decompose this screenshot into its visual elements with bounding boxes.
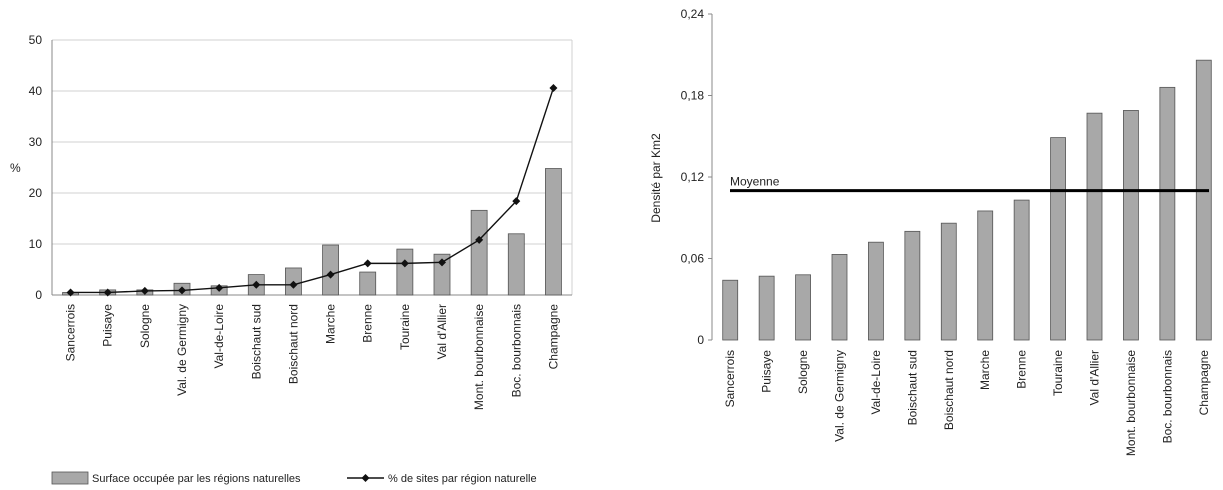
x-tick-label: Boischaut nord [942, 350, 956, 430]
y-tick-label: 20 [29, 186, 43, 200]
x-tick-label: Brenne [1015, 350, 1029, 389]
x-tick-label: Touraine [1051, 350, 1065, 396]
x-tick-label: Boc. bourbonnais [1160, 350, 1174, 443]
x-tick-label: Champagne [1197, 350, 1211, 416]
mean-reference-label: Moyenne [730, 175, 780, 189]
series-line [70, 87, 555, 294]
x-tick-label: Champagne [546, 304, 560, 370]
x-tick-label: Val. de Germigny [833, 350, 847, 442]
line-point [400, 259, 409, 268]
line-point [103, 288, 112, 297]
legend-label-line: % de sites par région naturelle [388, 473, 537, 485]
y-axis-label: % [10, 161, 21, 175]
bar [940, 222, 957, 341]
line-point [178, 286, 186, 295]
bar [433, 253, 451, 296]
chart-1: 0 10 20 30 40 50% Sancerrois Puisaye Sologne Val.… [10, 33, 573, 485]
line-point [140, 286, 149, 295]
y-tick-label: 0,06 [681, 252, 705, 266]
bar [507, 233, 525, 296]
line-point [475, 235, 484, 244]
bar [322, 244, 339, 296]
x-tick-label: Boc. bourbonnais [509, 304, 523, 397]
x-tick-label: Puisaye [101, 304, 115, 347]
y-axis-label: Densité par Km2 [649, 133, 663, 223]
x-tick-label: Val d'Allier [1088, 350, 1102, 405]
line-point [363, 259, 372, 268]
bar [868, 241, 884, 341]
x-tick-label: Boischaut sud [905, 350, 919, 425]
y-tick-label: 0,18 [681, 89, 705, 103]
x-tick-label: Sancerrois [723, 350, 737, 407]
y-tick-label: 0 [35, 288, 42, 302]
bar [396, 248, 414, 296]
chart-2: 0 0,06 0,12 0,18 0,24 Densité par Km2 Moyenne S… [649, 7, 1212, 456]
x-tick-label: Sologne [796, 350, 810, 394]
line-point [252, 280, 261, 289]
line-point [215, 283, 224, 292]
bar [831, 254, 848, 341]
bar [1050, 137, 1066, 341]
x-tick-label: Marche [978, 350, 992, 390]
bar [1013, 199, 1030, 341]
legend-swatch-bar [51, 471, 89, 485]
line-point [438, 258, 446, 267]
bar [1195, 59, 1212, 341]
y-tick-label: 50 [29, 33, 43, 47]
bar [1123, 110, 1139, 341]
bar [1159, 86, 1176, 341]
line-point [512, 197, 521, 206]
legend-label-bar: Surface occupée par les régions naturell… [92, 473, 301, 485]
y-tick-label: 0 [697, 333, 704, 347]
bar [470, 209, 488, 296]
y-tick-label: 10 [29, 237, 43, 251]
x-tick-label: Sancerrois [64, 304, 78, 361]
x-tick-label: Val-de-Loire [212, 304, 226, 369]
x-tick-label: Boischaut sud [249, 304, 263, 379]
bar [904, 230, 921, 341]
x-tick-label: Marche [324, 304, 338, 344]
bar [722, 279, 739, 341]
x-tick-label: Touraine [398, 304, 412, 350]
x-tick-label: Boischaut nord [286, 304, 300, 384]
y-tick-label: 0,24 [681, 7, 705, 21]
x-tick-label: Mont. bourbonnaise [1124, 350, 1138, 456]
x-tick-label: Val. de Germigny [175, 304, 189, 396]
x-tick-label: Brenne [361, 304, 375, 343]
bar [758, 275, 775, 341]
legend-swatch-marker [361, 474, 370, 482]
y-tick-label: 40 [29, 84, 43, 98]
bar [545, 168, 562, 296]
line-point [549, 83, 558, 92]
x-tick-label: Val-de-Loire [869, 350, 883, 415]
x-tick-label: Val d'Allier [435, 304, 449, 359]
x-tick-label: Sologne [138, 304, 152, 348]
y-tick-label: 0,12 [681, 170, 705, 184]
x-tick-label: Puisaye [760, 350, 774, 393]
bar [1086, 112, 1103, 341]
line-point [326, 270, 335, 279]
line-point [66, 288, 75, 297]
bar [359, 271, 377, 296]
line-point [289, 280, 298, 289]
bar [977, 210, 994, 341]
bar [795, 274, 811, 341]
legend: Surface occupée par les régions naturell… [51, 471, 537, 485]
y-tick-label: 30 [29, 135, 43, 149]
x-tick-label: Mont. bourbonnaise [472, 304, 486, 410]
